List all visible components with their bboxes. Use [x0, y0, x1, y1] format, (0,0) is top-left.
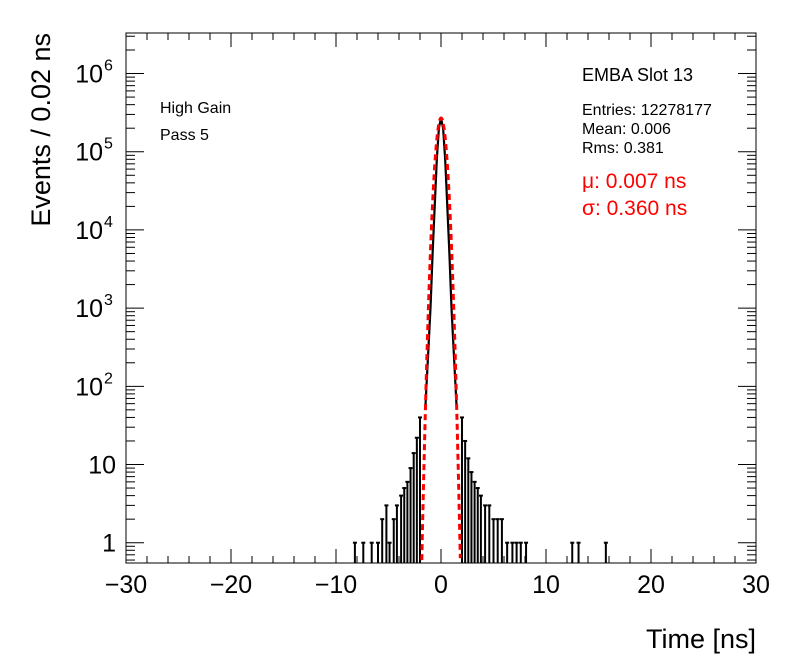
- x-tick-label: −10: [315, 571, 357, 599]
- y-axis-title: Events / 0.02 ns: [26, 33, 56, 227]
- y-tick-exponent: 5: [104, 136, 113, 153]
- x-tick-label: −30: [105, 571, 147, 599]
- gain-label: High Gain: [160, 100, 231, 117]
- module-label: EMBA Slot 13: [582, 65, 693, 85]
- y-tick-label: 10: [75, 373, 103, 401]
- fit-sigma-label: σ: 0.360 ns: [582, 197, 687, 220]
- y-tick-label: 10: [75, 61, 103, 89]
- rms-label: Rms: 0.381: [582, 140, 664, 157]
- x-tick-label: −20: [210, 571, 252, 599]
- y-tick-exponent: 3: [104, 292, 113, 309]
- y-tick-exponent: 4: [104, 214, 113, 231]
- y-tick-label: 10: [88, 452, 116, 480]
- y-tick-exponent: 2: [104, 370, 113, 387]
- entries-label: Entries: 12278177: [582, 102, 712, 119]
- y-tick-label: 10: [75, 217, 103, 245]
- y-tick-label: 10: [75, 139, 103, 167]
- x-tick-label: 10: [532, 571, 560, 599]
- x-tick-label: 30: [742, 571, 770, 599]
- x-tick-label: 20: [637, 571, 665, 599]
- x-axis-title: Time [ns]: [646, 624, 756, 654]
- y-tick-label: 10: [75, 295, 103, 323]
- x-tick-label: 0: [434, 571, 448, 599]
- fit-mu-label: μ: 0.007 ns: [582, 170, 686, 193]
- mean-label: Mean: 0.006: [582, 121, 671, 138]
- gaussian-fit-curve: [420, 116, 462, 561]
- pass-label: Pass 5: [160, 127, 209, 144]
- y-tick-exponent: 6: [104, 58, 113, 75]
- y-tick-label: 1: [102, 530, 116, 558]
